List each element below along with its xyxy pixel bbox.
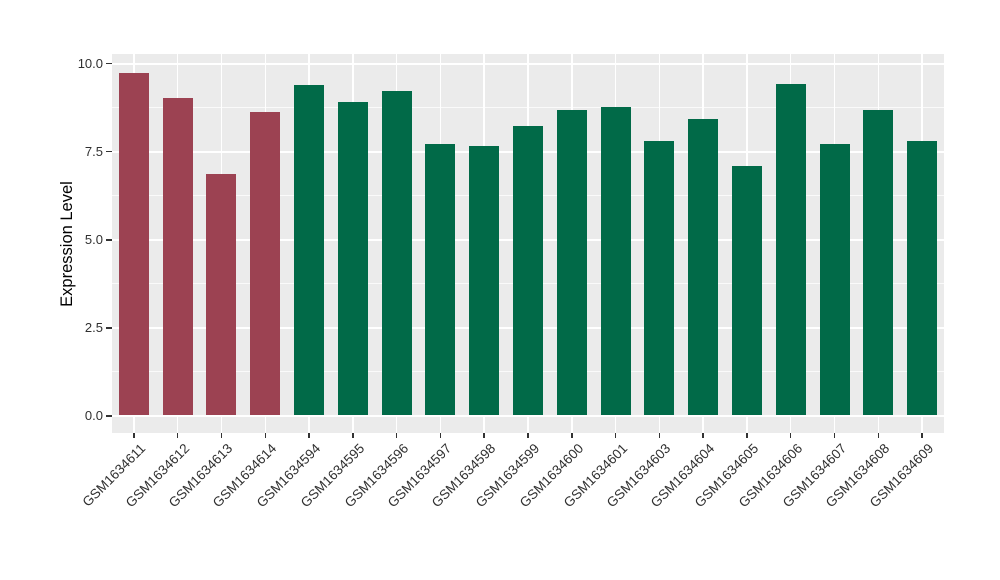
bar-GSM1634611 xyxy=(118,73,149,415)
y-tick-label: 5.0 xyxy=(84,231,103,247)
y-tick-label: 7.5 xyxy=(84,143,103,159)
y-tick-label: 10.0 xyxy=(77,55,103,71)
bar-GSM1634601 xyxy=(600,106,631,415)
x-tick-mark xyxy=(395,433,398,438)
x-tick-mark xyxy=(614,433,617,438)
y-tick-label: 2.5 xyxy=(84,319,103,335)
x-tick-mark xyxy=(921,433,923,438)
x-tick-mark xyxy=(746,433,748,438)
bar-GSM1634603 xyxy=(644,140,675,415)
x-tick-mark xyxy=(702,433,704,438)
y-tick-mark xyxy=(106,327,112,329)
y-tick-mark xyxy=(106,415,112,417)
x-tick-mark xyxy=(133,433,135,438)
x-tick-mark xyxy=(483,433,485,438)
y-tick-mark xyxy=(106,150,112,153)
x-tick-mark xyxy=(833,433,836,438)
y-tick-mark xyxy=(106,239,112,241)
x-tick-mark xyxy=(527,433,529,438)
bar-GSM1634598 xyxy=(469,145,500,415)
bar-GSM1634600 xyxy=(556,110,587,415)
x-tick-mark xyxy=(308,433,310,438)
x-tick-mark xyxy=(352,433,354,438)
x-tick-mark xyxy=(439,433,442,438)
x-tick-mark xyxy=(571,433,573,438)
bar-GSM1634606 xyxy=(775,84,806,415)
y-tick-label: 0.0 xyxy=(84,408,103,423)
bar-GSM1634595 xyxy=(337,101,368,415)
x-tick-mark xyxy=(658,433,661,438)
bar-GSM1634607 xyxy=(819,144,850,415)
bar-GSM1634613 xyxy=(206,173,237,415)
y-tick-mark xyxy=(106,62,112,65)
bar-GSM1634597 xyxy=(425,144,456,415)
bar-GSM1634608 xyxy=(863,110,894,415)
bar-GSM1634599 xyxy=(513,125,543,415)
x-tick-mark xyxy=(176,433,179,438)
bar-GSM1634605 xyxy=(731,165,762,415)
bar-GSM1634596 xyxy=(381,90,412,415)
x-tick-mark xyxy=(877,433,880,438)
bar-GSM1634604 xyxy=(688,118,719,415)
bar-GSM1634594 xyxy=(294,84,325,415)
plot-panel xyxy=(112,54,944,433)
bar-GSM1634612 xyxy=(162,97,193,415)
x-tick-mark xyxy=(789,433,792,438)
x-tick-mark xyxy=(220,433,223,438)
bar-GSM1634609 xyxy=(907,140,938,415)
bar-GSM1634614 xyxy=(250,112,281,415)
x-tick-mark xyxy=(264,433,266,438)
